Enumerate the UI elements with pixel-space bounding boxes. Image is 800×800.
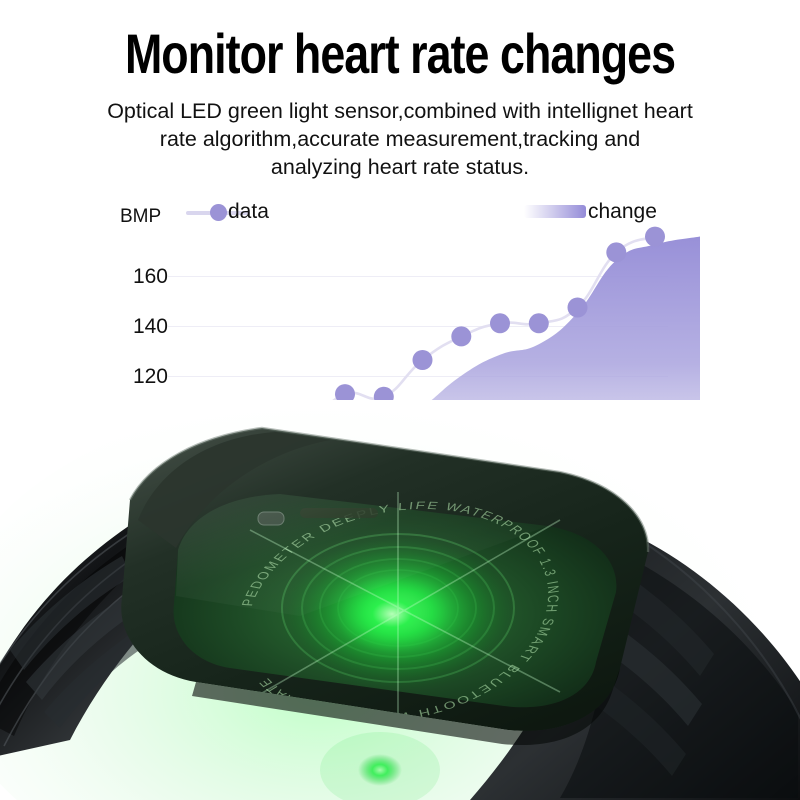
watch-case: PEDOMETER DEEPLY LIFE WATERPROOF 1.3 INC… [121,426,650,746]
data-point-marker [645,226,665,247]
y-tick-120: 120 [132,365,168,388]
data-point-marker [490,313,510,334]
gridline-140 [168,326,668,327]
gridline-160 [168,276,668,277]
legend-item-change: change [588,200,657,223]
legend-item-data: data [228,200,269,223]
data-point-marker [606,242,627,263]
y-axis-title: BMP [120,206,162,227]
led-reflection-halo [320,732,440,800]
data-point-marker [451,326,472,347]
subtitle-line-3: analyzing heart rate status. [270,154,530,179]
page-title: Monitor heart rate changes [124,22,676,85]
smartwatch-product-image: PEDOMETER DEEPLY LIFE WATERPROOF 1.3 INC… [0,400,800,800]
data-point-marker [528,313,549,334]
gridline-120 [168,376,668,377]
strap-ribs-left [10,556,158,728]
data-point-marker [567,297,588,318]
subtitle-line-2: rate algorithm,accurate measurement,trac… [159,126,641,151]
led-reflection-spot [358,754,402,786]
page-subtitle: Optical LED green light sensor,combined … [60,98,740,182]
data-point-marker [412,350,433,370]
subtitle-line-1: Optical LED green light sensor,combined … [107,99,693,123]
y-tick-160: 160 [132,265,168,288]
legend-data-dot-icon [210,204,227,221]
y-tick-140: 140 [132,315,168,338]
legend-change-swatch-icon [524,205,586,218]
